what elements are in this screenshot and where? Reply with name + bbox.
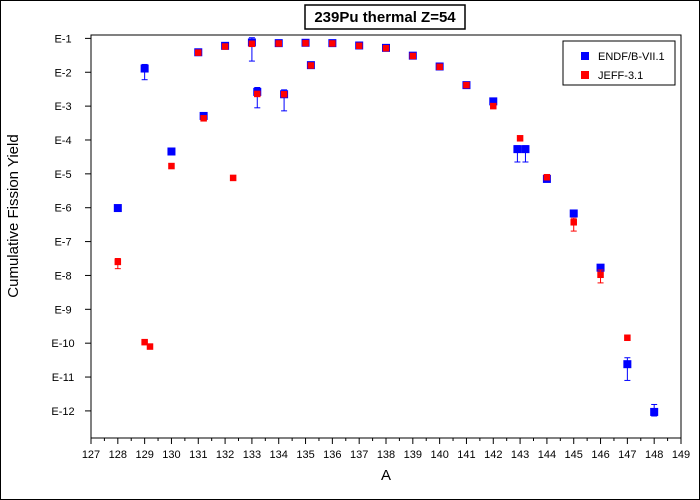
x-tick-label: 129: [135, 449, 153, 461]
x-tick-label: 133: [243, 449, 261, 461]
data-point-jeff: [516, 135, 524, 142]
data-point-endf: [140, 64, 149, 73]
data-point-jeff: [146, 343, 154, 350]
data-point-jeff: [168, 162, 175, 170]
data-point-jeff: [302, 39, 309, 47]
data-point-endf: [623, 360, 632, 369]
data-point-jeff: [490, 102, 497, 110]
data-point-jeff: [463, 81, 470, 89]
plot-area: [90, 34, 682, 439]
data-point-jeff: [254, 90, 261, 98]
data-point-jeff: [114, 258, 122, 266]
y-tick-label: E-7: [54, 237, 71, 249]
x-tick-label: 136: [323, 449, 341, 461]
data-point-jeff: [436, 63, 443, 71]
data-point-jeff: [624, 334, 631, 342]
x-tick-label: 132: [216, 449, 234, 461]
data-point-jeff: [543, 173, 551, 181]
data-point-endf: [167, 147, 176, 156]
data-point-endf: [489, 97, 498, 106]
y-tick-label: E-6: [54, 203, 71, 215]
data-point-endf: [521, 145, 530, 154]
y-tick-label: E-10: [51, 338, 74, 350]
x-tick-label: 144: [538, 449, 556, 461]
data-point-jeff: [570, 219, 577, 226]
legend-label-endf: ENDF/B-VII.1: [598, 51, 665, 63]
legend-label-jeff: JEFF-3.1: [598, 70, 643, 82]
data-point-endf: [596, 263, 605, 272]
y-tick-label: E-1: [54, 33, 71, 45]
y-tick-label: E-2: [54, 67, 71, 79]
x-tick-label: 137: [350, 449, 368, 461]
legend-swatch-jeff: [581, 71, 589, 79]
chart-title: 239Pu thermal Z=54: [314, 9, 456, 26]
x-tick-label: 145: [565, 449, 583, 461]
data-point-jeff: [221, 43, 229, 50]
data-point-endf: [650, 407, 659, 416]
data-point-jeff: [409, 52, 417, 60]
x-axis: 127 128 129 130 131 132 133 134 135 136 137 138 139 1…: [82, 438, 690, 461]
data-point-jeff: [307, 62, 315, 69]
x-tick-label: 140: [430, 449, 448, 461]
data-point-jeff: [355, 42, 363, 50]
data-point-endf: [569, 209, 578, 218]
legend-swatch-endf: [581, 52, 589, 60]
chart-title-box: 239Pu thermal Z=54: [304, 4, 466, 30]
x-tick-label: 134: [270, 449, 288, 461]
data-point-jeff: [229, 174, 237, 182]
x-tick-label: 135: [296, 449, 314, 461]
data-point-endf: [113, 204, 122, 213]
y-tick-label: E-12: [51, 406, 74, 418]
data-point-endf: [513, 145, 522, 154]
data-point-jeff: [329, 40, 336, 47]
x-tick-label: 130: [162, 449, 180, 461]
x-axis-label: A: [381, 467, 391, 484]
y-axis: E-1 E-2 E-3 E-4 E-5 E-6 E-7 E-8 E-9 E-10 E-11 E-12: [51, 33, 91, 418]
data-point-jeff: [200, 115, 207, 122]
data-point-jeff: [275, 40, 282, 47]
x-tick-label: 147: [618, 449, 636, 461]
data-point-jeff: [597, 271, 604, 279]
data-point-jeff: [195, 49, 202, 56]
x-tick-label: 148: [645, 449, 663, 461]
y-axis-label: Cumulative Fission Yield: [5, 134, 22, 297]
y-tick-label: E-8: [54, 270, 71, 282]
data-point-jeff: [141, 338, 148, 346]
x-tick-label: 146: [591, 449, 609, 461]
x-tick-label: 131: [189, 449, 207, 461]
legend: ENDF/B-VII.1 JEFF-3.1: [562, 40, 676, 86]
x-tick-label: 128: [109, 449, 127, 461]
y-tick-label: E-3: [54, 101, 71, 113]
series-layer: [113, 37, 659, 417]
title-frame: [304, 4, 466, 30]
x-tick-label: 143: [511, 449, 529, 461]
x-tick-label: 139: [404, 449, 422, 461]
x-tick-label: 138: [377, 449, 395, 461]
y-tick-label: E-5: [54, 169, 71, 181]
x-tick-label: 127: [82, 449, 100, 461]
x-tick-label: 149: [672, 449, 690, 461]
x-tick-label: 142: [484, 449, 502, 461]
data-point-jeff: [280, 91, 288, 98]
x-tick-label: 141: [457, 449, 475, 461]
data-point-jeff: [248, 40, 256, 48]
y-tick-label: E-4: [54, 135, 71, 147]
y-tick-label: E-9: [54, 304, 71, 316]
y-tick-label: E-11: [52, 372, 74, 384]
data-point-jeff: [382, 44, 390, 52]
